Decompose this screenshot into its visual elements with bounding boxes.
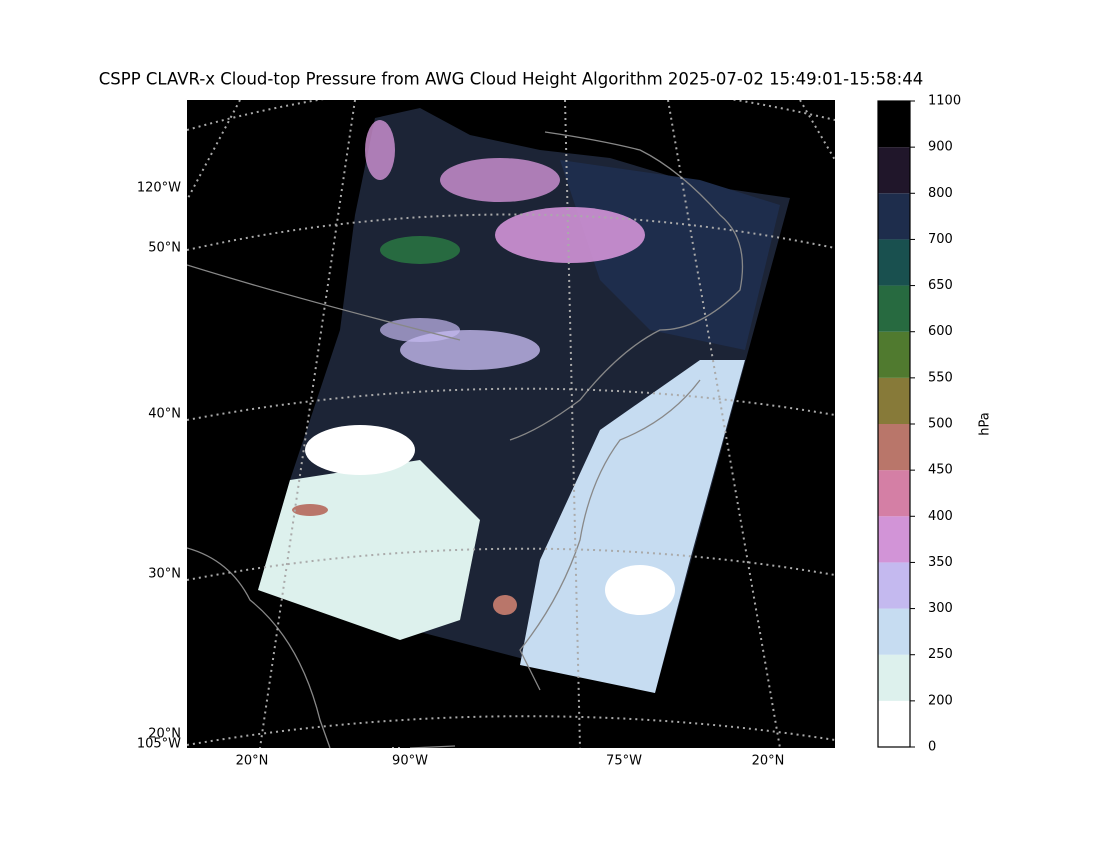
colorbar-segment: [878, 516, 910, 563]
cloud: [560, 160, 780, 350]
colorbar-tick-label: 450: [928, 463, 953, 478]
colorbar-segment: [878, 331, 910, 378]
colorbar: 0 200 250 300 350 400 450 500 550 600 650 700 800 900…: [877, 94, 961, 755]
colorbar-tick-label: 900: [928, 140, 953, 155]
colorbar-segment: [878, 101, 910, 148]
map-label: 75°W: [606, 754, 642, 769]
title: CSPP CLAVR-x Cloud-top Pressure from AWG…: [99, 70, 923, 89]
map-label: 120°W: [137, 181, 181, 196]
colorbar-segment: [878, 424, 910, 471]
colorbar-tick-label: 200: [928, 693, 953, 708]
colorbar-tick-label: 250: [928, 647, 953, 662]
cloud: [365, 120, 395, 180]
map-label: 20°N: [148, 727, 181, 742]
coastlines: [187, 131, 744, 748]
cloud: [493, 595, 517, 615]
colorbar-label: hPa: [978, 412, 993, 435]
colorbar-segment: [878, 562, 910, 609]
colorbar-tick-label: 350: [928, 555, 953, 570]
cloud: [495, 207, 645, 263]
map-label: 20°N: [236, 754, 269, 769]
colorbar-segment: [878, 700, 910, 747]
colorbar-tick-label: 650: [928, 278, 953, 293]
colorbar-tick-label: 800: [928, 186, 953, 201]
map-label: 50°N: [148, 241, 181, 256]
colorbar-tick-label: 1100: [928, 94, 961, 109]
map-label: 40°N: [148, 407, 181, 422]
cloud: [305, 425, 415, 475]
colorbar-segment: [878, 470, 910, 517]
colorbar-segment: [878, 147, 910, 194]
colorbar-segment: [878, 654, 910, 701]
map-label: 90°W: [392, 754, 428, 769]
map-label: 105°W: [137, 737, 181, 752]
colorbar-segment: [878, 377, 910, 424]
colorbar-tick-label: 700: [928, 232, 953, 247]
cloud: [520, 360, 745, 693]
cloud: [292, 504, 328, 516]
colorbar-tick-label: 550: [928, 370, 953, 385]
map-label: 20°N: [752, 754, 785, 769]
colorbar-segment: [878, 193, 910, 240]
colorbar-tick-label: 0: [928, 740, 936, 755]
colorbar-tick-label: 500: [928, 417, 953, 432]
colorbar-tick-label: 300: [928, 601, 953, 616]
cloud: [440, 158, 560, 202]
colorbar-tick-label: 600: [928, 324, 953, 339]
colorbar-segment: [878, 239, 910, 286]
colorbar-segment: [878, 285, 910, 332]
graticule: [187, 100, 835, 748]
colorbar-segment: [878, 608, 910, 655]
cloud: [380, 236, 460, 264]
cloud: [605, 565, 675, 615]
colorbar-tick-label: 400: [928, 509, 953, 524]
map-label: 30°N: [148, 567, 181, 582]
